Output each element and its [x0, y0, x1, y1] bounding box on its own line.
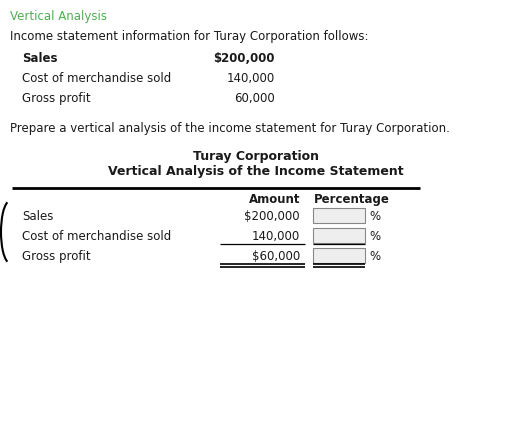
Text: %: % — [369, 250, 380, 263]
Text: %: % — [369, 230, 380, 243]
Text: Prepare a vertical analysis of the income statement for Turay Corporation.: Prepare a vertical analysis of the incom… — [10, 122, 450, 135]
Text: %: % — [369, 210, 380, 223]
Text: $200,000: $200,000 — [244, 210, 300, 223]
Text: Percentage: Percentage — [314, 193, 390, 206]
Text: Turay Corporation: Turay Corporation — [193, 150, 319, 163]
Bar — [313, 228, 365, 243]
Text: $60,000: $60,000 — [252, 250, 300, 263]
Text: Sales: Sales — [22, 210, 53, 223]
Text: 60,000: 60,000 — [234, 92, 275, 105]
Text: Sales: Sales — [22, 52, 57, 65]
Text: Amount: Amount — [248, 193, 300, 206]
Text: Cost of merchandise sold: Cost of merchandise sold — [22, 230, 171, 243]
Text: Gross profit: Gross profit — [22, 250, 91, 263]
Text: $200,000: $200,000 — [214, 52, 275, 65]
Text: Gross profit: Gross profit — [22, 92, 91, 105]
Text: Cost of merchandise sold: Cost of merchandise sold — [22, 72, 171, 85]
Bar — [313, 208, 365, 223]
Text: 140,000: 140,000 — [252, 230, 300, 243]
Text: Vertical Analysis: Vertical Analysis — [10, 10, 107, 23]
Text: 140,000: 140,000 — [227, 72, 275, 85]
Text: Vertical Analysis of the Income Statement: Vertical Analysis of the Income Statemen… — [108, 165, 404, 178]
Bar — [313, 248, 365, 263]
Text: Income statement information for Turay Corporation follows:: Income statement information for Turay C… — [10, 30, 369, 43]
